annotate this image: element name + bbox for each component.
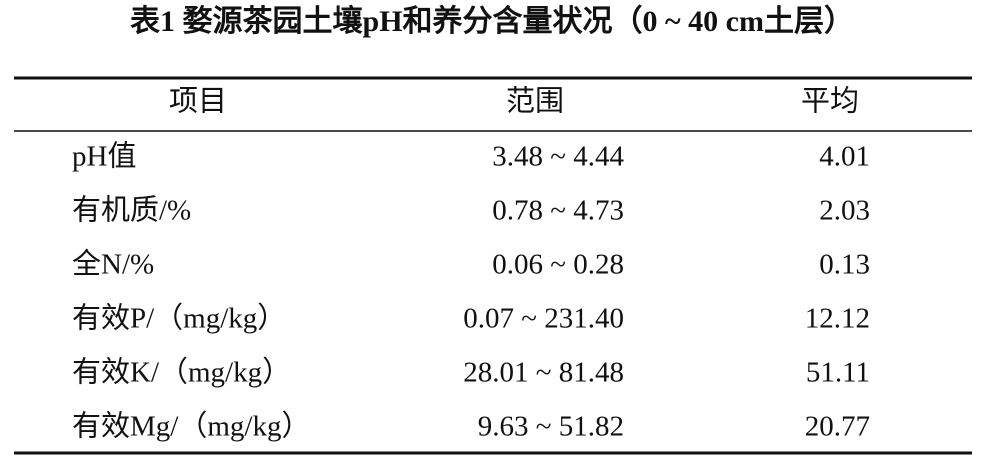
item-cell: 全N/% xyxy=(72,248,154,281)
item-cell: 有效P/（mg/kg） xyxy=(72,302,286,335)
range-cell: 0.78 ~ 4.73 xyxy=(492,195,624,227)
range-cell: 9.63 ~ 51.82 xyxy=(478,411,624,443)
mean-cell: 51.11 xyxy=(806,357,870,389)
mean-cell: 0.13 xyxy=(819,249,870,281)
mean-cell: 4.01 xyxy=(819,141,870,173)
header-cell: 范围 xyxy=(506,85,564,118)
table-title: 表1 婺源茶园土壤pH和养分含量状况（0 ~ 40 cm土层） xyxy=(130,4,854,38)
mean-cell: 20.77 xyxy=(805,411,870,443)
mean-cell: 2.03 xyxy=(819,195,870,227)
range-cell: 0.06 ~ 0.28 xyxy=(492,249,624,281)
item-cell: 有效Mg/（mg/kg） xyxy=(72,410,310,443)
item-cell: 有机质/% xyxy=(72,194,191,227)
item-cell: pH值 xyxy=(72,140,136,173)
header-cell: 平均 xyxy=(801,85,859,118)
range-cell: 0.07 ~ 231.40 xyxy=(463,303,624,335)
header-cell: 项目 xyxy=(169,86,227,118)
range-cell: 28.01 ~ 81.48 xyxy=(463,357,624,389)
range-cell: 3.48 ~ 4.44 xyxy=(492,141,624,173)
mean-cell: 12.12 xyxy=(805,303,870,335)
item-cell: 有效K/（mg/kg） xyxy=(72,356,291,389)
